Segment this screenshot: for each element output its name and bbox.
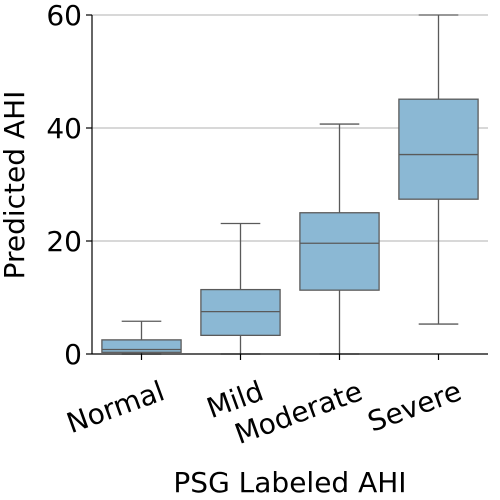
box-moderate	[299, 123, 380, 355]
box-iqr-severe	[398, 98, 479, 200]
y-tick-labels: 0 20 40 60	[46, 0, 92, 371]
axes	[91, 15, 488, 355]
y-tick-label-20: 20	[46, 225, 82, 258]
box-series	[101, 14, 479, 355]
box-iqr-normal	[101, 339, 182, 353]
y-tick-label-0: 0	[64, 338, 82, 371]
box-iqr-mild	[200, 288, 281, 337]
y-axis-label: Predicted AHI	[0, 91, 31, 280]
y-tick-label-40: 40	[46, 112, 82, 145]
y-tick-label-60: 60	[46, 0, 82, 32]
box-severe	[398, 14, 479, 325]
x-tick-label-normal: Normal	[62, 374, 168, 440]
box-iqr-moderate	[299, 212, 380, 291]
x-axis-label: PSG Labeled AHI	[173, 466, 406, 499]
x-tick-label-severe: Severe	[363, 374, 465, 438]
box-mild	[200, 222, 281, 355]
box-normal	[101, 320, 182, 355]
